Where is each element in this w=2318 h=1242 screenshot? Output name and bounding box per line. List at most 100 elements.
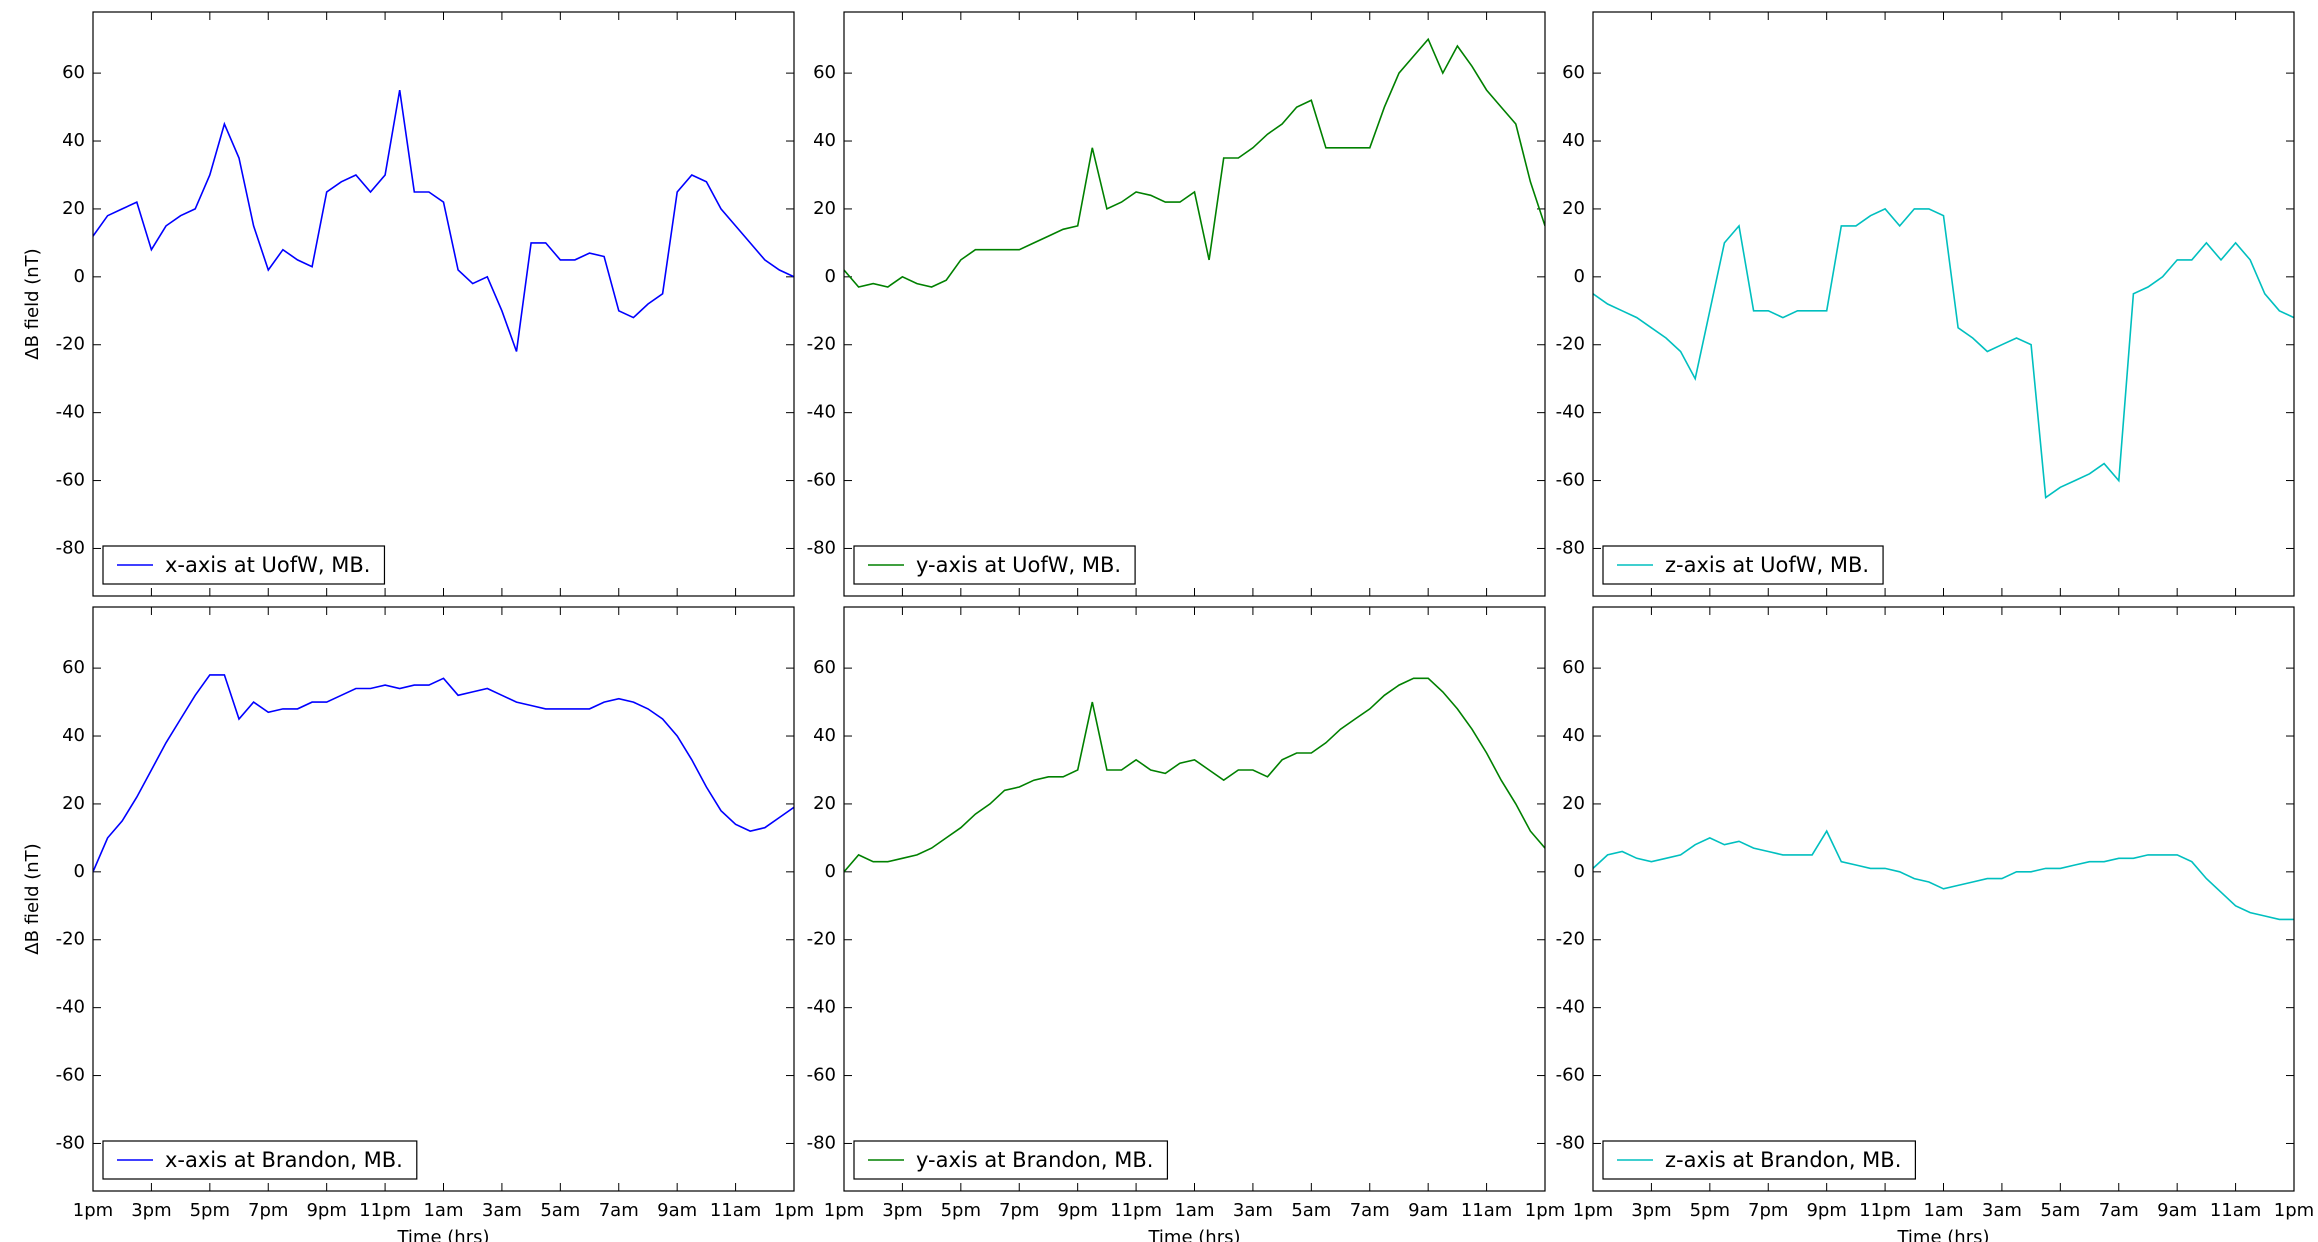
plot-frame (1592, 11, 2295, 597)
y-tick-label: 20 (813, 793, 836, 814)
legend-label: x-axis at Brandon, MB. (165, 1148, 403, 1172)
y-tick-label: 0 (1574, 266, 1585, 287)
x-tick-label: 11pm (1859, 1200, 1911, 1221)
legend-box (1602, 1140, 1916, 1180)
x-tick-label: 9am (657, 1200, 697, 1221)
y-tick-label: -60 (56, 470, 85, 491)
legend-label: y-axis at UofW, MB. (916, 553, 1121, 577)
y-tick-label: -20 (1556, 334, 1585, 355)
x-tick-label: 5am (540, 1200, 580, 1221)
x-tick-label: 9pm (1057, 1200, 1097, 1221)
x-tick-label: 7am (2099, 1200, 2139, 1221)
x-tick-label: 7am (599, 1200, 639, 1221)
y-tick-label: 20 (62, 198, 85, 219)
y-tick-label: 60 (813, 62, 836, 83)
plot-area (844, 607, 1545, 1191)
x-tick-label: 5am (2040, 1200, 2080, 1221)
y-axis-label: ΔB field (nT) (22, 248, 43, 359)
x-tick-label: 7pm (248, 1200, 288, 1221)
data-line (1593, 207, 2294, 499)
data-line (93, 674, 794, 873)
x-tick-label: 1pm (824, 1200, 864, 1221)
x-tick-label: 3pm (1631, 1200, 1671, 1221)
y-tick-label: 0 (825, 861, 836, 882)
data-line (844, 677, 1545, 873)
y-tick-label: -20 (56, 929, 85, 950)
y-tick-label: -80 (807, 537, 836, 558)
panel: -80 -60 -40 -20 0 20 40 60 1pm 3pm 5pm 7pm 9pm 11pm 1a… (807, 606, 1565, 1242)
legend-label: z-axis at Brandon, MB. (1665, 1148, 1901, 1172)
x-tick-label: 11am (710, 1200, 761, 1221)
legend-label: y-axis at Brandon, MB. (916, 1148, 1153, 1172)
plot-frame (92, 606, 795, 1192)
x-tick-label: 7pm (1748, 1200, 1788, 1221)
x-tick-label: 5pm (1690, 1200, 1730, 1221)
panel: -80 -60 -40 -20 0 20 40 60 y-axis at UofW, MB. (807, 11, 1546, 597)
x-tick-label: 3am (482, 1200, 522, 1221)
y-tick-label: -60 (1556, 1065, 1585, 1086)
panel: -80 -60 -40 -20 0 20 40 60 1pm 3pm 5pm 7pm 9pm 11pm 1a… (22, 606, 814, 1242)
y-tick-label: -60 (1556, 470, 1585, 491)
legend-label: z-axis at UofW, MB. (1665, 553, 1869, 577)
legend-box (1602, 545, 1884, 585)
plot-area (844, 12, 1545, 596)
x-tick-label: 9am (2157, 1200, 2197, 1221)
x-tick-label: 1pm (774, 1200, 814, 1221)
y-tick-label: -40 (56, 997, 85, 1018)
plot-area (93, 607, 794, 1191)
x-tick-label: 5pm (190, 1200, 230, 1221)
panel: -80 -60 -40 -20 0 20 40 60 x-axis at UofW, MB. ΔB… (22, 11, 795, 597)
plot-frame (843, 11, 1546, 597)
y-tick-label: 40 (813, 725, 836, 746)
x-tick-label: 9pm (1806, 1200, 1846, 1221)
y-tick-label: 20 (1562, 198, 1585, 219)
y-tick-label: -20 (1556, 929, 1585, 950)
y-tick-label: 0 (825, 266, 836, 287)
x-tick-label: 11am (2210, 1200, 2261, 1221)
y-tick-label: -20 (807, 334, 836, 355)
y-tick-label: -40 (56, 402, 85, 423)
x-tick-label: 1pm (1573, 1200, 1613, 1221)
x-axis-label: Time (hrs) (1147, 1227, 1240, 1242)
data-line (93, 89, 794, 352)
y-tick-label: 20 (62, 793, 85, 814)
x-tick-label: 3pm (131, 1200, 171, 1221)
y-tick-label: -60 (807, 470, 836, 491)
y-tick-label: -40 (807, 997, 836, 1018)
x-tick-label: 7pm (999, 1200, 1039, 1221)
x-tick-label: 1am (1923, 1200, 1963, 1221)
y-tick-label: 60 (62, 62, 85, 83)
y-tick-label: 0 (74, 266, 85, 287)
y-tick-label: 40 (813, 130, 836, 151)
plot-area (93, 12, 794, 596)
x-tick-label: 9pm (306, 1200, 346, 1221)
y-tick-label: 60 (813, 657, 836, 678)
y-axis-label: ΔB field (nT) (22, 843, 43, 954)
y-tick-label: -40 (1556, 997, 1585, 1018)
y-tick-label: 40 (1562, 725, 1585, 746)
y-tick-label: -80 (1556, 1132, 1585, 1153)
y-tick-label: -80 (56, 537, 85, 558)
y-tick-label: 60 (62, 657, 85, 678)
y-tick-label: -20 (56, 334, 85, 355)
x-tick-label: 5pm (941, 1200, 981, 1221)
panel: -80 -60 -40 -20 0 20 40 60 z-axis at UofW, MB. (1556, 11, 2295, 597)
x-tick-label: 1am (1174, 1200, 1214, 1221)
y-tick-label: -80 (56, 1132, 85, 1153)
y-tick-label: 60 (1562, 657, 1585, 678)
plot-frame (1592, 606, 2295, 1192)
data-line (844, 37, 1545, 288)
legend-box (853, 1140, 1169, 1180)
y-tick-label: 20 (1562, 793, 1585, 814)
x-tick-label: 5am (1291, 1200, 1331, 1221)
x-tick-label: 7am (1350, 1200, 1390, 1221)
y-tick-label: 60 (1562, 62, 1585, 83)
x-tick-label: 1pm (73, 1200, 113, 1221)
plot-area (1593, 607, 2294, 1191)
x-tick-label: 3am (1233, 1200, 1273, 1221)
x-tick-label: 3am (1982, 1200, 2022, 1221)
y-tick-label: -80 (1556, 537, 1585, 558)
panel: -80 -60 -40 -20 0 20 40 60 1pm 3pm 5pm 7pm 9pm 11pm 1a… (1556, 606, 2314, 1242)
plot-area (1593, 12, 2294, 596)
x-tick-label: 3pm (882, 1200, 922, 1221)
